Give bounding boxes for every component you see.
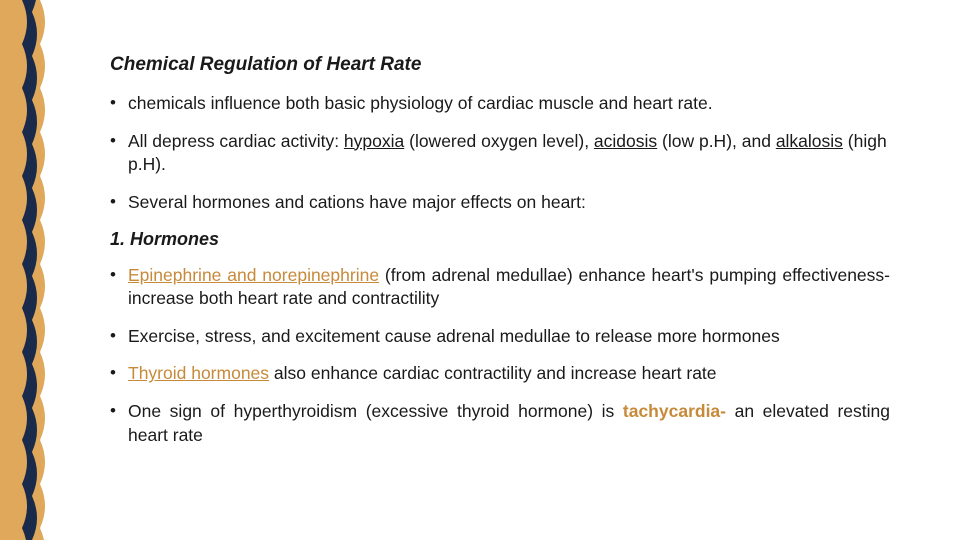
bullet-text: chemicals influence both basic physiolog… <box>128 93 713 113</box>
underlined-term: alkalosis <box>776 131 843 151</box>
bullet-item: chemicals influence both basic physiolog… <box>110 92 890 116</box>
decorative-left-border <box>0 0 52 540</box>
hormone-bullet-list: Epinephrine and norepinephrine (from adr… <box>110 264 890 448</box>
slide-content: Chemical Regulation of Heart Rate chemic… <box>110 54 890 461</box>
underlined-term: hypoxia <box>344 131 404 151</box>
bullet-list: chemicals influence both basic physiolog… <box>110 92 890 215</box>
bullet-item: All depress cardiac activity: hypoxia (l… <box>110 130 890 177</box>
accent-bold-term: tachycardia- <box>623 401 726 421</box>
bullet-text: One sign of hyperthyroidism (excessive t… <box>128 401 623 421</box>
underlined-term: acidosis <box>594 131 657 151</box>
underlined-accent-term: Thyroid hormones <box>128 363 269 383</box>
bullet-item: Exercise, stress, and excitement cause a… <box>110 325 890 349</box>
bullet-text: also enhance cardiac contractility and i… <box>269 363 716 383</box>
bullet-item: Thyroid hormones also enhance cardiac co… <box>110 362 890 386</box>
bullet-text: All depress cardiac activity: <box>128 131 344 151</box>
bullet-item: Epinephrine and norepinephrine (from adr… <box>110 264 890 311</box>
bullet-text: (lowered oxygen level), <box>404 131 594 151</box>
subheading: 1. Hormones <box>110 229 890 250</box>
bullet-text: (low p.H), and <box>657 131 776 151</box>
bullet-text: Several hormones and cations have major … <box>128 192 586 212</box>
slide-title: Chemical Regulation of Heart Rate <box>110 54 890 76</box>
bullet-item: Several hormones and cations have major … <box>110 191 890 215</box>
underlined-accent-term: Epinephrine and norepinephrine <box>128 265 379 285</box>
bullet-item: One sign of hyperthyroidism (excessive t… <box>110 400 890 447</box>
bullet-text: Exercise, stress, and excitement cause a… <box>128 326 780 346</box>
